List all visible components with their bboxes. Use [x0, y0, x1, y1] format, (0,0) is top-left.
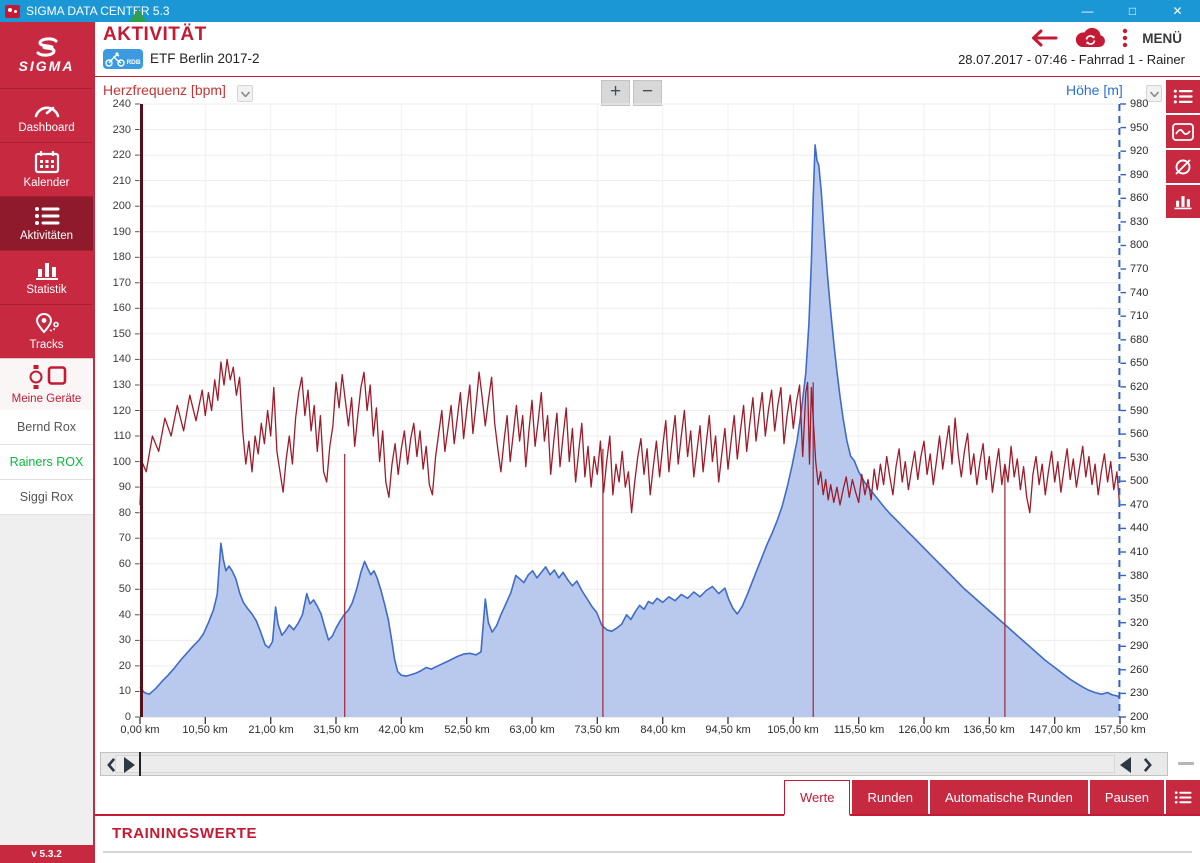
activity-chart[interactable] [135, 103, 1126, 724]
version-label: v 5.3.2 [0, 845, 93, 863]
distribution-button[interactable] [1166, 185, 1200, 218]
device-siggi-rox[interactable]: Siggi Rox [0, 480, 93, 515]
brand-word: SIGMA [18, 57, 75, 74]
position-marker[interactable] [129, 9, 147, 22]
badge-label: RDB [126, 58, 141, 66]
sport-type-badge: RDB [103, 49, 143, 69]
back-arrow-icon[interactable] [1030, 29, 1058, 47]
map-pin-icon [35, 312, 59, 334]
bar-chart-icon [35, 263, 58, 280]
tab-automatische-runden[interactable]: Automatische Runden [929, 780, 1088, 814]
detail-tabs: Werte Runden Automatische Runden Pausen [95, 780, 1200, 816]
list-icon [1173, 89, 1193, 104]
sidebar-item-label: Aktivitäten [19, 230, 74, 242]
tab-pausen[interactable]: Pausen [1089, 780, 1164, 814]
sigma-logo: SIGMA [0, 22, 93, 88]
position-cursor-line [139, 752, 141, 776]
calendar-icon [34, 151, 59, 174]
zoom-in-button[interactable]: + [601, 80, 630, 106]
close-button[interactable]: ✕ [1172, 4, 1183, 18]
window-title: SIGMA DATA CENTER 5.3 [26, 4, 170, 18]
sidebar-item-label: Dashboard [18, 122, 75, 134]
devices-icon [29, 365, 66, 389]
sidebar-item-dashboard[interactable]: Dashboard [0, 88, 93, 142]
activity-name: ETF Berlin 2017-2 [150, 51, 260, 66]
sidebar-item-label: Meine Geräte [11, 393, 82, 405]
right-series-dropdown[interactable] [1146, 85, 1162, 102]
section-title: TRAININGSWERTE [112, 825, 258, 842]
page-title: AKTIVITÄT [103, 24, 207, 45]
sidebar: SIGMA Dashboard Kalender [0, 22, 95, 863]
sidebar-item-aktivitaeten[interactable]: Aktivitäten [0, 196, 93, 250]
list-icon [1174, 790, 1192, 804]
panel-resize-handle[interactable] [1178, 762, 1194, 765]
tab-runden[interactable]: Runden [852, 780, 928, 814]
scroll-step-right-icon[interactable] [121, 753, 137, 777]
menu-label[interactable]: MENÜ [1142, 30, 1182, 46]
maximize-button[interactable]: □ [1128, 4, 1137, 18]
cyclist-icon [105, 51, 126, 67]
chevron-down-icon [1149, 90, 1159, 97]
tab-list-button[interactable] [1166, 780, 1200, 814]
zoom-out-button[interactable]: − [633, 80, 662, 106]
scroll-far-left-icon[interactable] [105, 753, 117, 777]
sidebar-item-tracks[interactable]: Tracks [0, 304, 93, 358]
left-series-dropdown[interactable] [237, 85, 253, 102]
values-list-button[interactable] [1166, 80, 1200, 113]
list-icon [34, 207, 59, 225]
kebab-menu-icon[interactable] [1122, 28, 1128, 48]
app-icon [5, 4, 20, 18]
sigma-swoosh-icon [36, 36, 57, 57]
device-name: Siggi Rox [19, 490, 74, 504]
sidebar-item-label: Tracks [29, 339, 64, 351]
bar-chart-icon [1174, 196, 1192, 210]
chart-scrollbar[interactable] [100, 752, 1168, 776]
curve-view-button[interactable] [1166, 115, 1200, 148]
sidebar-item-label: Kalender [23, 177, 70, 189]
average-button[interactable] [1166, 150, 1200, 183]
sidebar-item-statistik[interactable]: Statistik [0, 250, 93, 304]
title-bar: SIGMA DATA CENTER 5.3 — □ ✕ [0, 0, 1200, 22]
left-series-selector[interactable]: Herzfrequenz [bpm] [103, 82, 226, 98]
diameter-icon [1175, 158, 1191, 175]
sidebar-filler [0, 515, 93, 845]
scroll-far-right-icon[interactable] [1141, 753, 1153, 777]
sidebar-item-meine-geraete[interactable]: Meine Geräte [0, 358, 93, 410]
tab-werte[interactable]: Werte [784, 780, 851, 816]
activity-meta: 28.07.2017 - 07:46 - Fahrrad 1 - Rainer [958, 52, 1185, 67]
chevron-down-icon [240, 90, 250, 97]
chart-toolbar [1166, 80, 1200, 218]
cloud-sync-icon[interactable] [1072, 26, 1108, 50]
line-chart-icon [1172, 122, 1194, 141]
sidebar-item-label: Statistik [26, 284, 67, 296]
speedometer-icon [34, 106, 59, 118]
scroll-step-left-icon[interactable] [1117, 753, 1133, 777]
device-name: Rainers ROX [9, 455, 84, 469]
section-divider [103, 851, 1192, 853]
device-rainers-rox[interactable]: Rainers ROX [0, 445, 93, 480]
device-bernd-rox[interactable]: Bernd Rox [0, 410, 93, 445]
header: AKTIVITÄT RDB ETF Berlin 2017-2 [95, 22, 1200, 77]
device-name: Bernd Rox [16, 420, 77, 434]
right-series-selector[interactable]: Höhe [m] [1066, 82, 1123, 98]
sidebar-item-kalender[interactable]: Kalender [0, 142, 93, 196]
minimize-button[interactable]: — [1081, 4, 1094, 18]
